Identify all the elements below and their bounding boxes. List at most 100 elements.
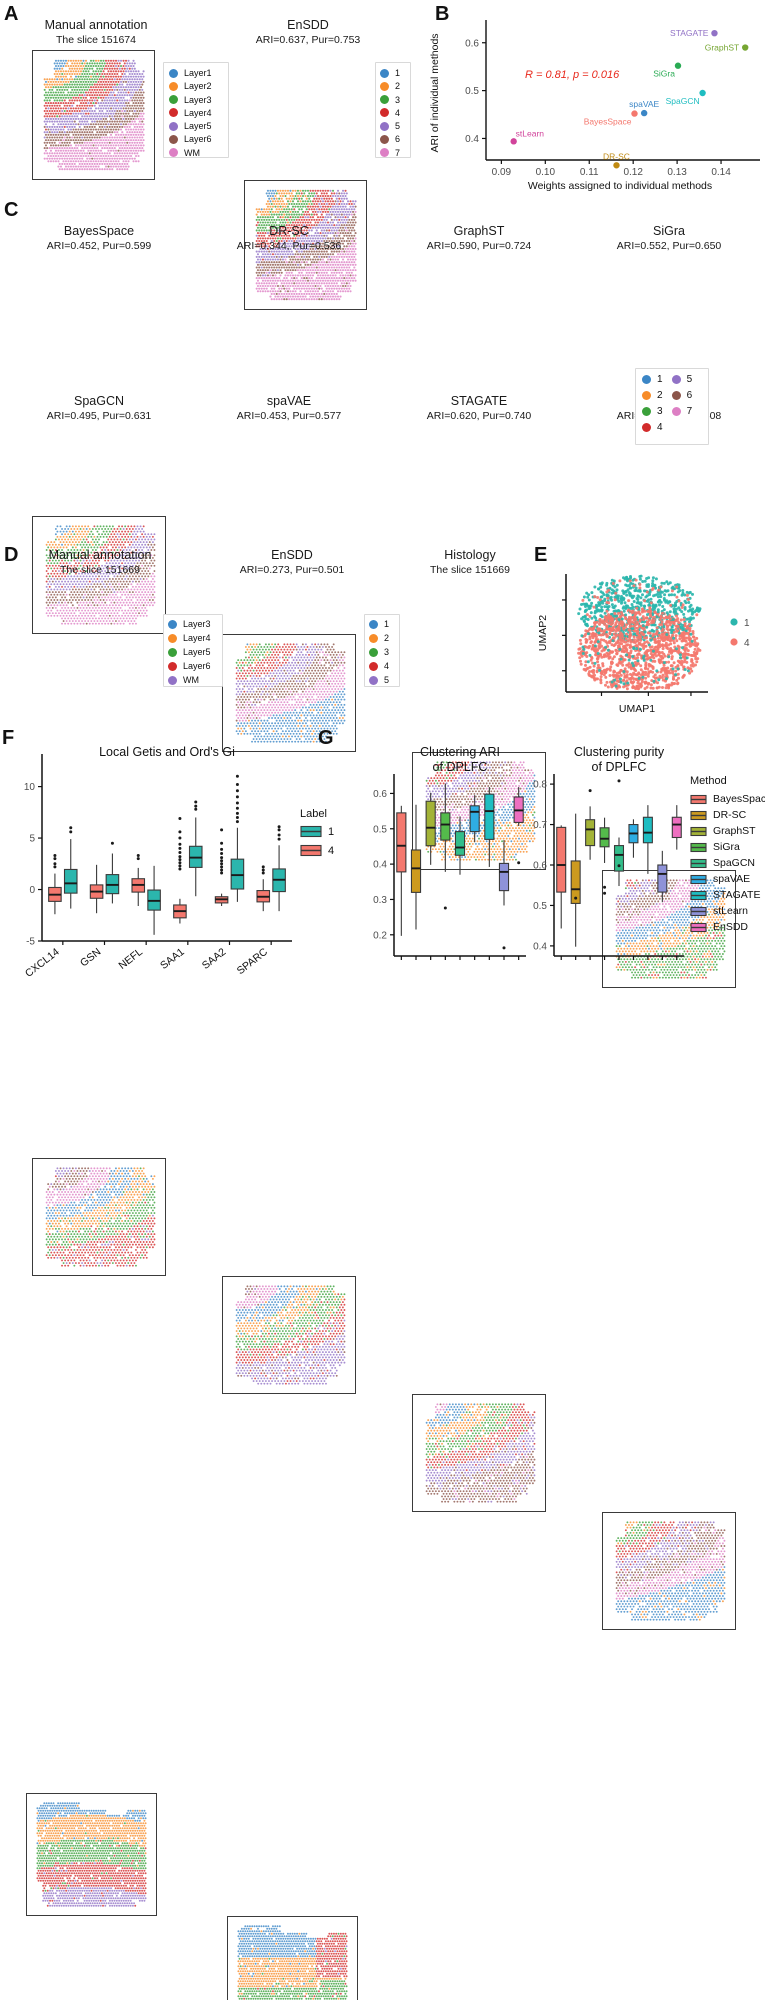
boxplot-box xyxy=(397,813,406,872)
panel-a-right-legend: 1 2 3 4 5 6 7 xyxy=(375,62,411,158)
panel-e-legend-dot xyxy=(730,638,737,645)
legend-item: 4 xyxy=(369,661,395,671)
panel-c-plot-title: STAGATE xyxy=(406,394,552,408)
legend-item: DR-SC xyxy=(690,809,765,821)
legend-item: 3 xyxy=(369,647,395,657)
legend-color-dot xyxy=(369,634,378,643)
panel-b-point-label: BayesSpace xyxy=(584,117,632,127)
legend-box-swatch xyxy=(690,858,707,869)
legend-item: 1 xyxy=(642,374,663,385)
panel-b-y-tick: 0.4 xyxy=(465,134,479,145)
legend-item-label: Layer3 xyxy=(183,619,211,629)
panel-f-x-tick: SPARC xyxy=(235,946,271,978)
boxplot-box xyxy=(672,817,681,837)
boxplot-box xyxy=(643,817,652,842)
panel-f-title: Local Getis and Ord's Gi xyxy=(99,745,235,759)
panel-c-plot-title: spaVAE xyxy=(216,394,362,408)
legend-item: 3 xyxy=(380,95,406,105)
panel-e-legend-dot xyxy=(730,618,737,625)
panel-c-plot-subtitle: ARI=0.620, Pur=0.740 xyxy=(400,410,558,422)
panel-b-point-label: GraphST xyxy=(705,43,740,53)
legend-item-label: Layer1 xyxy=(184,68,212,78)
legend-color-dot xyxy=(169,122,178,131)
legend-box-swatch xyxy=(690,842,707,853)
panelG-ari-boxplot-y-tick: 0.3 xyxy=(373,895,387,906)
panel-d-ensdd-plot xyxy=(227,1916,358,2000)
legend-color-dot xyxy=(380,95,389,104)
panel-e-y-axis-label: UMAP2 xyxy=(537,615,549,651)
panel-e-points xyxy=(577,575,701,691)
legend-color-dot xyxy=(168,662,177,671)
tissue-spot-map xyxy=(33,51,154,179)
panel-b-x-tick: 0.10 xyxy=(536,167,556,178)
legend-color-dot xyxy=(380,108,389,117)
boxplot-box xyxy=(441,813,450,840)
legend-item-label: GraphST xyxy=(713,825,756,837)
legend-item-label: 3 xyxy=(395,95,400,105)
boxplot-box xyxy=(231,859,244,889)
legend-item-label: Layer6 xyxy=(183,661,211,671)
legend-item-label: 2 xyxy=(395,81,400,91)
legend-item: WM xyxy=(169,148,223,158)
legend-color-dot xyxy=(642,423,651,432)
legend-color-dot xyxy=(168,620,177,629)
panelG-purity-boxplot-title-line1: Clustering purity xyxy=(574,745,665,759)
panel-f-x-tick: NEFL xyxy=(116,946,145,972)
legend-item: 7 xyxy=(380,148,406,158)
panel-b-point xyxy=(742,44,748,50)
panel-a-right-subtitle: ARI=0.637, Pur=0.753 xyxy=(232,34,384,46)
panel-d-right-title: Histology xyxy=(410,548,530,562)
legend-item-label: 1 xyxy=(328,826,334,838)
legend-color-dot xyxy=(169,69,178,78)
legend-item: spaVAE xyxy=(690,873,765,885)
legend-item-label: 4 xyxy=(384,661,389,671)
legend-color-dot xyxy=(642,375,651,384)
legend-item: 5 xyxy=(672,374,693,385)
panel-b-point xyxy=(675,63,681,69)
panel-b-point-label: SiGra xyxy=(653,69,675,79)
panelG-purity-boxplot-title-line2: of DPLFC xyxy=(592,760,647,774)
legend-item-label: EnSDD xyxy=(713,921,748,933)
legend-color-dot xyxy=(380,122,389,131)
panel-g-legend: Method BayesSpaceDR-SCGraphSTSiGraSpaGCN… xyxy=(690,775,765,933)
legend-item: Layer1 xyxy=(169,68,223,78)
panel-b-correlation-annotation: R = 0.81, p = 0.016 xyxy=(525,69,620,81)
panelG-purity-boxplot-y-tick: 0.6 xyxy=(533,861,547,872)
legend-item-label: 4 xyxy=(395,108,400,118)
panel-g-legend-title: Method xyxy=(690,775,765,787)
legend-item: 4 xyxy=(642,422,663,433)
panel-c-spatial-plot-spagcn xyxy=(32,1158,166,1276)
legend-box-swatch xyxy=(300,825,322,838)
legend-item-label: 1 xyxy=(384,619,389,629)
panel-b-point-label: DR-SC xyxy=(603,151,630,161)
panel-c-plot-title: GraphST xyxy=(406,224,552,238)
panel-c-spatial-plot-dr-sc xyxy=(222,634,356,752)
legend-item: Layer5 xyxy=(169,121,223,131)
legend-color-dot xyxy=(380,135,389,144)
legend-color-dot xyxy=(168,676,177,685)
panel-f-y-tick: 0 xyxy=(29,885,35,896)
legend-item: 5 xyxy=(380,121,406,131)
panel-d-middle-title: EnSDD xyxy=(222,548,362,562)
panel-b-point-label: SpaGCN xyxy=(666,96,700,106)
panel-c-plot-title: DR-SC xyxy=(216,224,362,238)
boxplot-box xyxy=(65,869,78,893)
legend-item: 1 xyxy=(380,68,406,78)
legend-item-label: 5 xyxy=(687,374,693,385)
panel-b-point xyxy=(613,162,619,168)
boxplot-box xyxy=(600,828,609,847)
legend-item-label: BayesSpace xyxy=(713,793,765,805)
legend-item: SiGra xyxy=(690,841,765,853)
panel-f-x-tick: GSN xyxy=(78,946,103,969)
legend-item: 6 xyxy=(380,134,406,144)
legend-item: Layer4 xyxy=(168,633,218,643)
tissue-spot-map xyxy=(33,1159,165,1275)
legend-item: Layer6 xyxy=(168,661,218,671)
legend-color-dot xyxy=(169,95,178,104)
legend-item-label: 3 xyxy=(657,406,663,417)
